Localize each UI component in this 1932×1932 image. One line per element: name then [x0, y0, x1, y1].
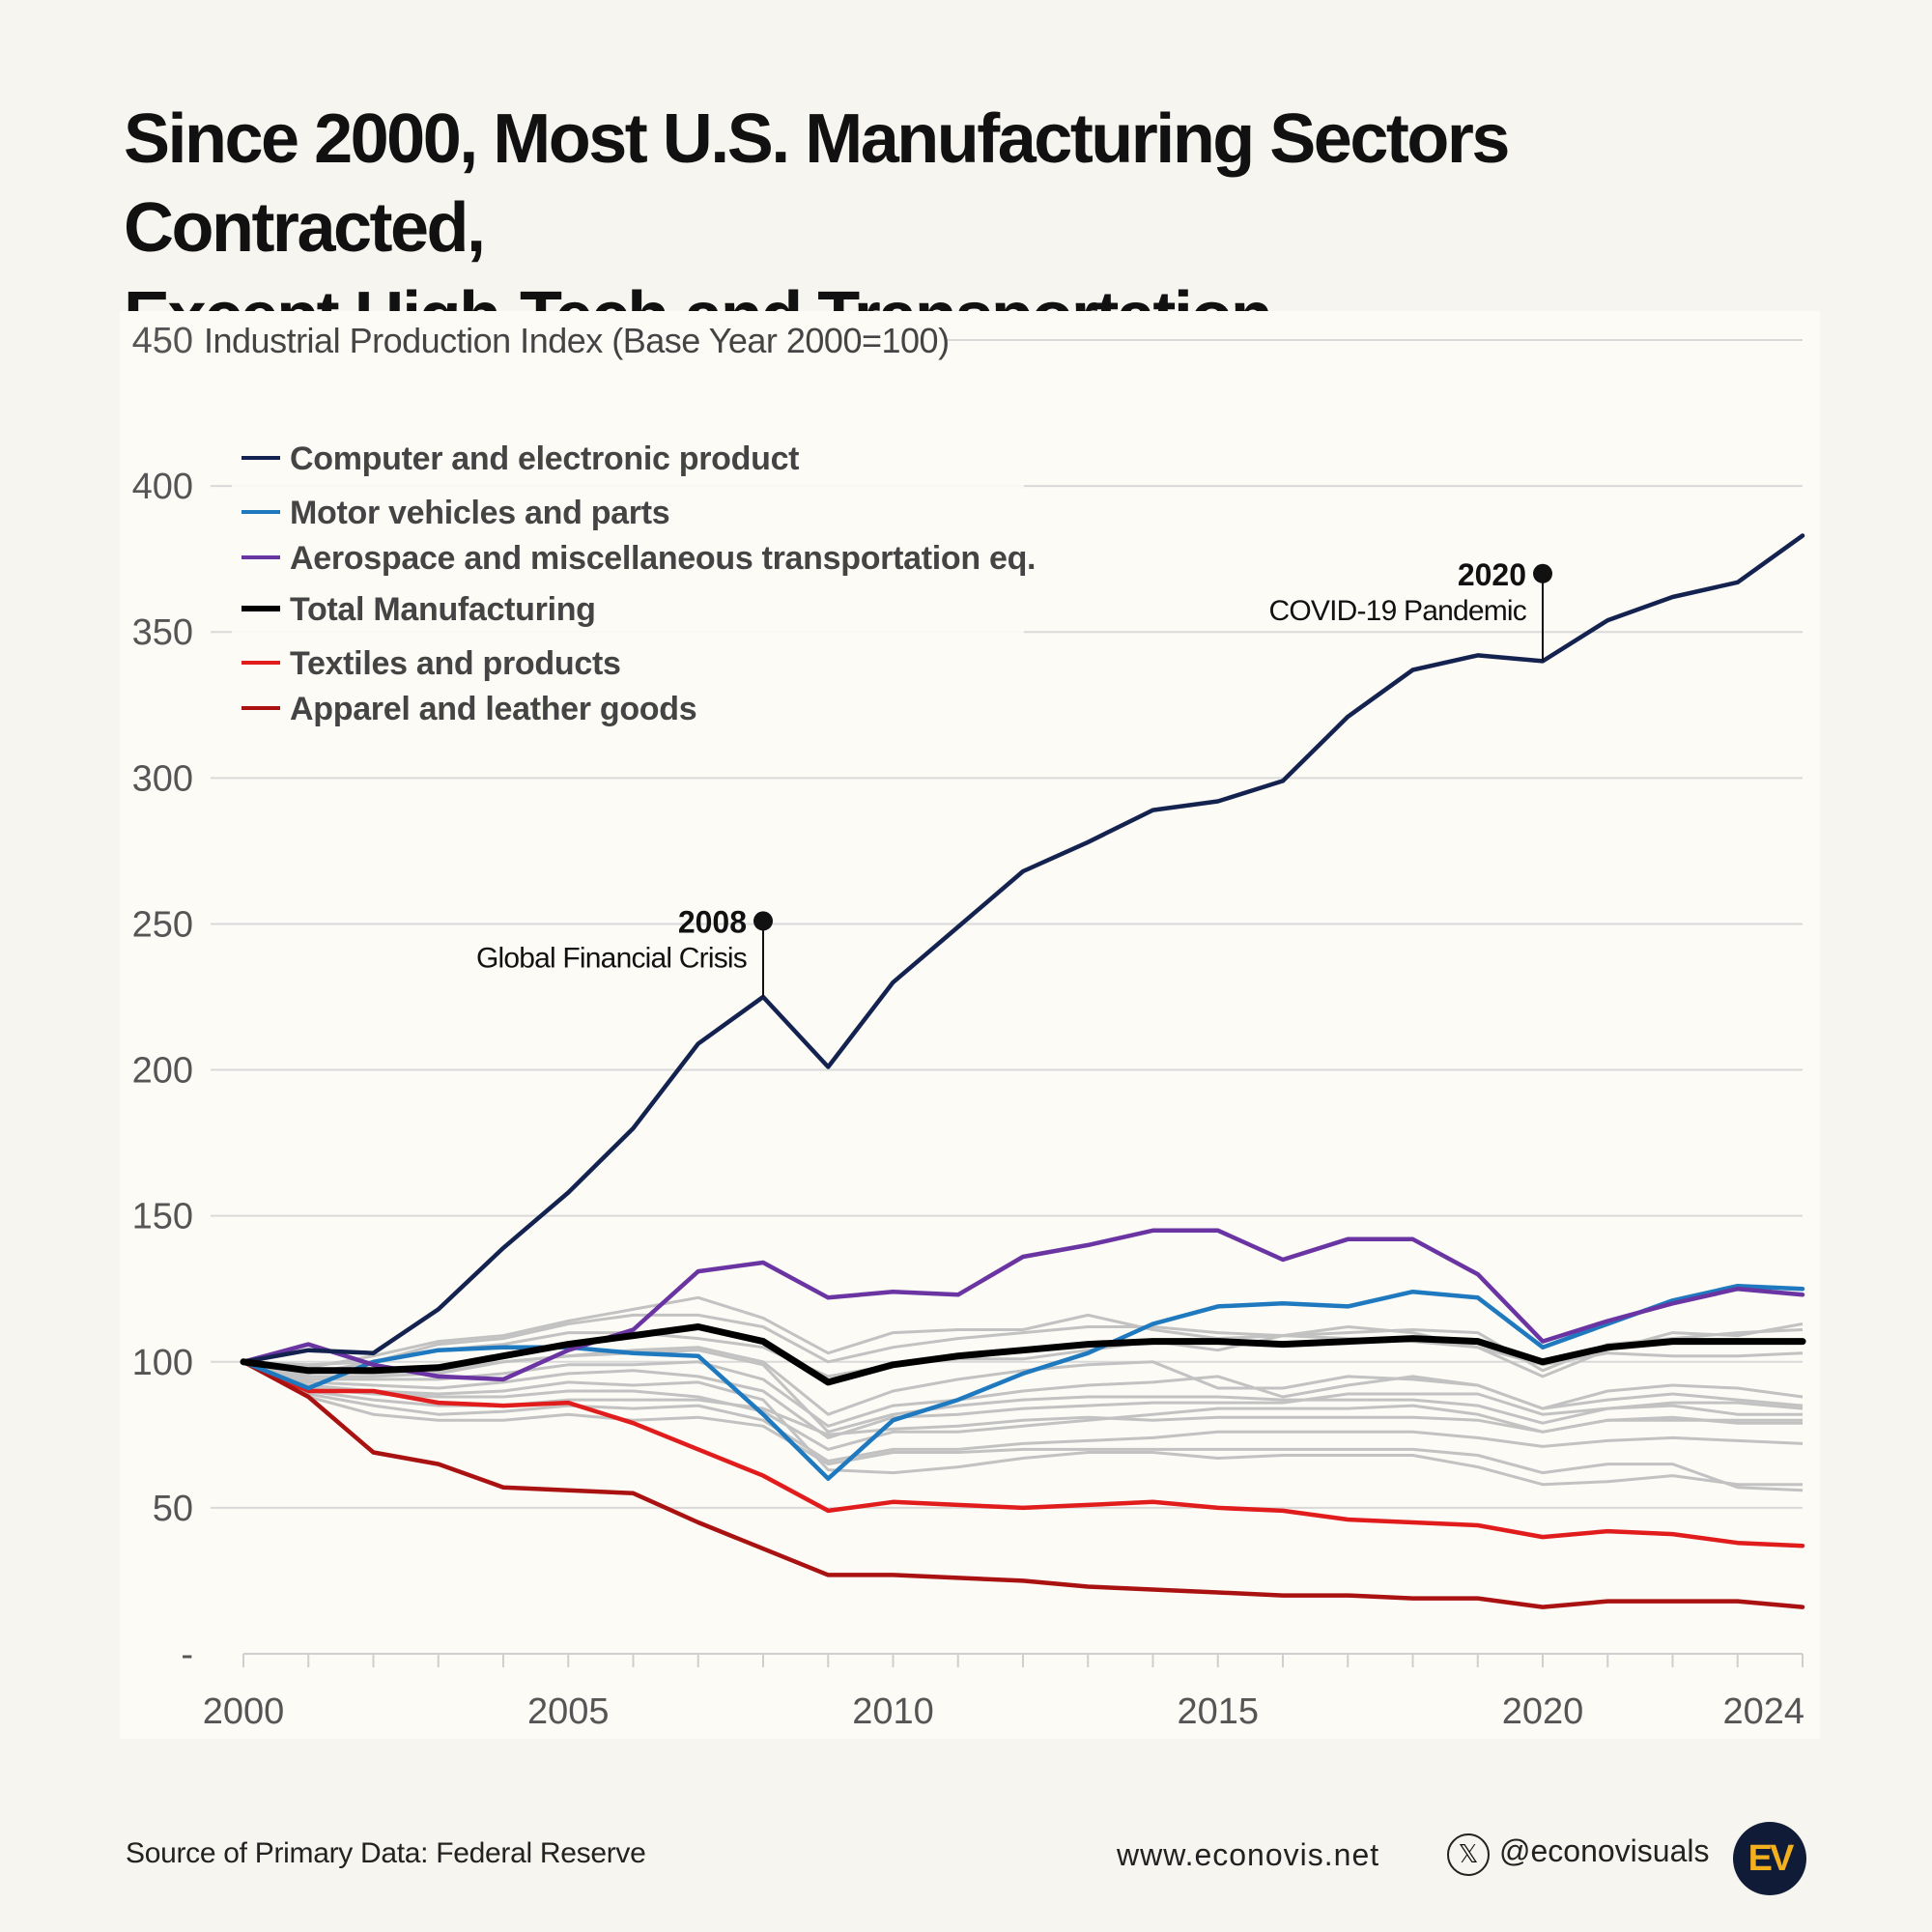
x-icon[interactable]: 𝕏 — [1447, 1833, 1490, 1876]
social-handle[interactable]: @econovisuals — [1499, 1833, 1710, 1868]
other-sector-line — [242, 1295, 1804, 1378]
y-tick-label: 350 — [132, 612, 193, 653]
series-line-aerospace — [241, 1228, 1805, 1382]
other-sector-lines — [242, 1295, 1804, 1492]
annotation-event: COVID-19 Pandemic — [1268, 595, 1526, 627]
x-tick-label: 2010 — [852, 1691, 934, 1732]
y-tick-label: 100 — [132, 1343, 193, 1383]
x-tick-label: 2005 — [527, 1691, 610, 1732]
legend-label-apparel: Apparel and leather goods — [290, 691, 696, 727]
legend-label-computer: Computer and electronic product — [290, 440, 799, 477]
y-tick-label: 150 — [132, 1197, 193, 1237]
annotation-dot-2020 — [1533, 563, 1552, 583]
x-tick-label: 2015 — [1177, 1691, 1259, 1732]
legend-background — [232, 425, 1024, 750]
annotation-year: 2008 — [678, 904, 747, 939]
annotation-event: Global Financial Crisis — [476, 942, 747, 974]
y-axis-ticks: - 50 100 150 200 250 300 350 400 450 — [132, 321, 193, 1675]
x-tick-label: 2000 — [203, 1691, 285, 1732]
series-line-apparel — [241, 1359, 1805, 1609]
other-sector-line — [242, 1360, 1804, 1492]
series-line-total — [240, 1323, 1806, 1386]
other-sector-line — [242, 1349, 1804, 1434]
y-tick-label: 50 — [153, 1489, 193, 1529]
y-axis-label: Industrial Production Index (Base Year 2… — [204, 321, 950, 360]
legend-panel — [232, 425, 1024, 750]
legend: Computer and electronic product Motor veh… — [242, 440, 1037, 727]
legend-label-textiles: Textiles and products — [290, 645, 621, 682]
website-link[interactable]: www.econovis.net — [1117, 1837, 1380, 1872]
x-tick-label: 2024 — [1722, 1691, 1804, 1732]
other-sector-line — [242, 1313, 1804, 1373]
econovis-logo: EV — [1733, 1822, 1806, 1895]
y-tick-label: 450 — [132, 321, 193, 361]
y-tick-label: 300 — [132, 758, 193, 799]
y-tick-label: 400 — [132, 467, 193, 507]
y-tick-label: 250 — [132, 904, 193, 945]
x-tick-label: 2020 — [1502, 1691, 1584, 1732]
y-tick-label: 200 — [132, 1051, 193, 1092]
source-note: Source of Primary Data: Federal Reserve — [126, 1837, 646, 1869]
y-tick-label: - — [181, 1634, 193, 1675]
title-line-1: Since 2000, Most U.S. Manufacturing Sect… — [124, 100, 1510, 267]
legend-label-aerospace: Aerospace and miscellaneous transportati… — [290, 540, 1036, 577]
annotation-year: 2020 — [1458, 557, 1526, 592]
other-sector-line — [242, 1360, 1804, 1428]
series-line-motor — [241, 1283, 1805, 1481]
other-sector-line — [242, 1360, 1803, 1487]
other-sector-line — [242, 1360, 1804, 1463]
other-sector-line — [242, 1360, 1803, 1439]
annotation-dot-2008 — [753, 911, 773, 931]
series-line-textiles — [241, 1359, 1805, 1548]
legend-label-total: Total Manufacturing — [290, 591, 596, 628]
x-axis: 2000 2005 2010 2015 2020 2024 — [203, 1653, 1804, 1732]
legend-label-motor: Motor vehicles and parts — [290, 495, 669, 531]
